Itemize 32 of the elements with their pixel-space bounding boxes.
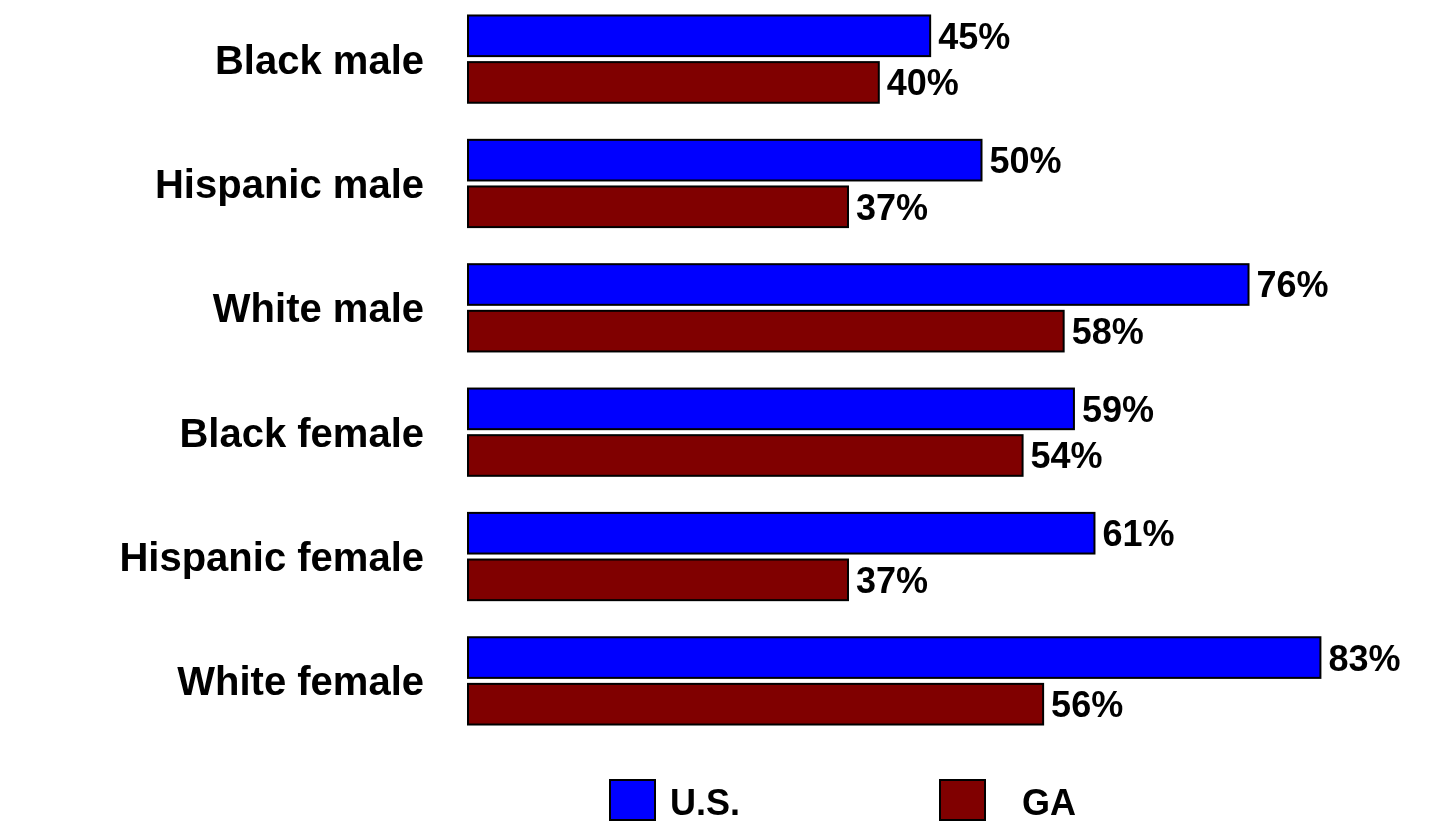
- data-label: 58%: [1071, 311, 1144, 353]
- y-tick-label: Black female: [179, 410, 424, 455]
- data-label: 59%: [1081, 388, 1154, 430]
- bar: [467, 263, 1250, 306]
- data-label: 40%: [886, 62, 959, 104]
- data-label: 37%: [855, 186, 929, 228]
- bar: [467, 636, 1322, 679]
- bar: [467, 138, 983, 182]
- legend-label: GA: [1022, 781, 1076, 823]
- y-tick-label: Black male: [214, 37, 424, 82]
- bar: [467, 558, 849, 602]
- y-tick-label: Hispanic male: [154, 161, 424, 206]
- data-label: 76%: [1256, 264, 1329, 306]
- legend-label: U.S.: [670, 781, 741, 823]
- data-label: 83%: [1328, 637, 1401, 679]
- bar: [467, 511, 1096, 555]
- data-label: 54%: [1030, 435, 1103, 477]
- y-tick-label: White male: [212, 286, 424, 331]
- bar: [467, 434, 1024, 477]
- bar: [467, 682, 1045, 726]
- y-tick-label: Hispanic female: [119, 534, 424, 579]
- bar: [467, 309, 1065, 353]
- bar: [467, 185, 849, 229]
- data-label: 56%: [1051, 684, 1124, 726]
- data-label: 50%: [989, 140, 1062, 182]
- bar: [467, 387, 1075, 431]
- data-label: 37%: [855, 559, 929, 601]
- bar: [467, 14, 932, 58]
- data-label: 45%: [938, 15, 1011, 57]
- data-label: 61%: [1102, 513, 1175, 555]
- bar: [467, 61, 880, 104]
- y-tick-label: White female: [177, 659, 424, 704]
